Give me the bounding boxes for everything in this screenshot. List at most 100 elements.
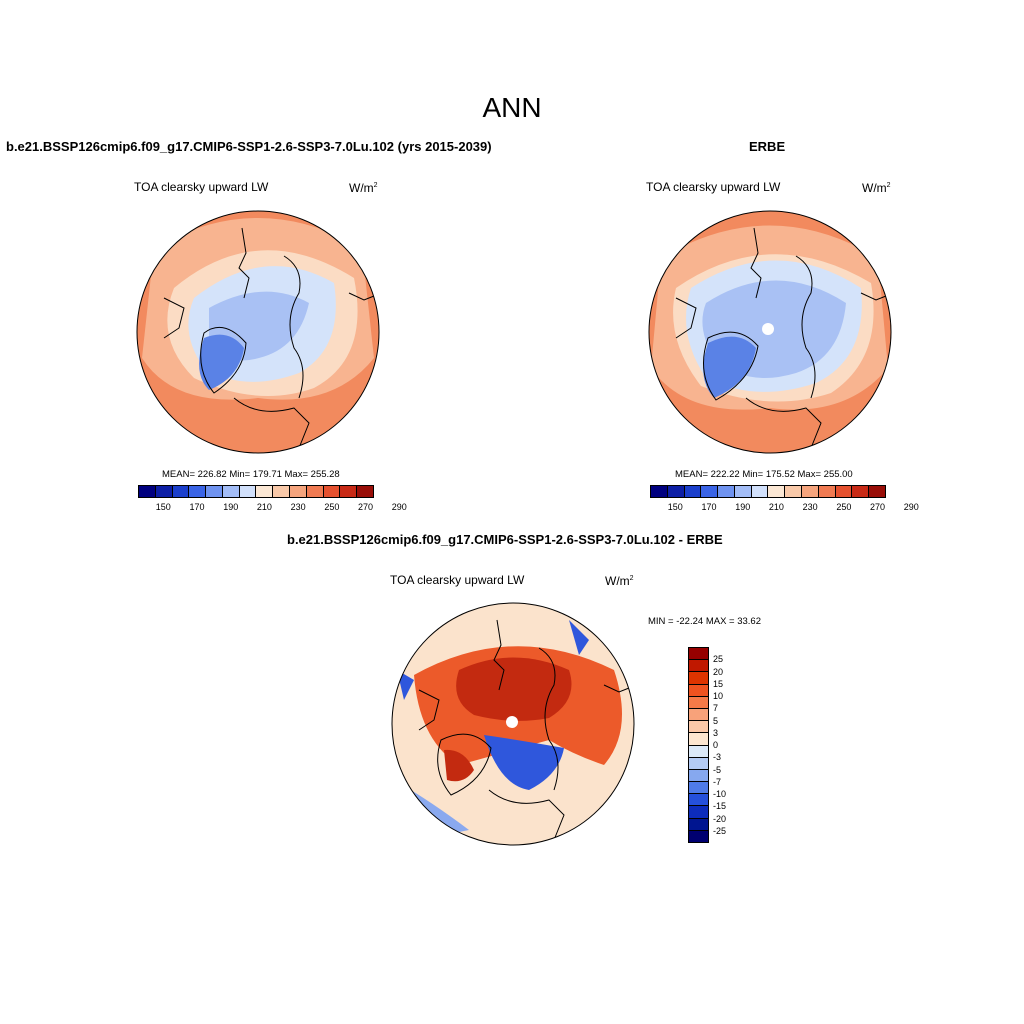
obs-colorbar-swatch: [802, 486, 819, 497]
obs-colorbar-ticks: 150 170 190 210 230 250 270 290: [650, 502, 919, 514]
diff-colorbar-swatch: [689, 733, 708, 746]
diff-colorbar-swatch: [689, 794, 708, 807]
model-colorbar-swatch: [139, 486, 156, 497]
diff-colorbar-swatch: [689, 806, 708, 819]
diff-cool-ne: [569, 620, 589, 655]
obs-colorbar-swatch: [818, 486, 836, 497]
diff-coastline-1: [493, 619, 505, 691]
obs-pole-gap: [762, 323, 774, 335]
obs-colorbar-swatch: [852, 486, 870, 497]
obs-colorbar-swatch: [869, 486, 885, 497]
model-colorbar-swatch: [239, 486, 257, 497]
obs-colorbar-tick: 190: [735, 502, 751, 512]
model-colorbar-swatch: [155, 486, 173, 497]
diff-variable-label: TOA clearsky upward LW: [390, 573, 525, 587]
model-coastline-4: [233, 397, 310, 449]
diff-greenland-warm: [444, 749, 474, 782]
diff-colorbar-tick: -15: [713, 801, 727, 812]
diff-colorbar-swatch: [689, 684, 708, 697]
obs-colorbar-swatch: [701, 486, 719, 497]
model-map-border: [136, 210, 380, 454]
model-coastline-5: [348, 292, 375, 301]
model-colorbar-tick: 290: [391, 502, 407, 512]
diff-colorbar-tick: 15: [713, 678, 724, 689]
obs-colorbar-swatch: [785, 486, 803, 497]
model-colorbar-ticks: 150 170 190 210 230 250 270 290: [138, 502, 407, 514]
model-colorbar-swatch: [290, 486, 307, 497]
obs-greenland-cold: [703, 336, 756, 398]
diff-coastline-5: [603, 684, 630, 693]
obs-colorbar-tick: 270: [870, 502, 886, 512]
diff-colorbar-swatch: [689, 769, 708, 783]
obs-colorbar-tick: 210: [768, 502, 784, 512]
diff-coastline-3: [418, 689, 440, 731]
obs-colorbar-swatch: [684, 486, 702, 497]
diff-colorbar-tick: -5: [713, 764, 722, 775]
diff-colorbar-tick: -20: [713, 813, 727, 824]
obs-coastline-2: [795, 255, 816, 399]
obs-colorbar-swatch: [768, 486, 786, 497]
diff-blue-region: [484, 735, 564, 790]
diff-polar-map: [391, 602, 635, 846]
diff-colorbar-swatch: [689, 648, 708, 661]
diff-colorbar-swatch: [689, 757, 708, 770]
model-colorbar-tick: 250: [324, 502, 340, 512]
diff-colorbar-swatch: [689, 708, 708, 722]
model-coastline-3: [163, 297, 185, 339]
obs-polar-map: [648, 210, 892, 454]
diff-colorbar-swatch: [689, 660, 708, 673]
obs-units-label: W/m2: [862, 181, 891, 195]
diff-coastline-4: [488, 789, 565, 841]
diff-colorbar-swatch: [689, 696, 708, 709]
obs-colorbar-tick: 250: [836, 502, 852, 512]
diff-colorbar: [688, 647, 709, 843]
diff-units-label: W/m2: [605, 574, 634, 588]
obs-colorbar-swatch: [751, 486, 769, 497]
obs-variable-label: TOA clearsky upward LW: [646, 180, 781, 194]
diff-colorbar-swatch: [689, 818, 708, 831]
diff-hot-core: [456, 657, 572, 721]
diff-colorbar-tick: -7: [713, 776, 722, 787]
diff-map-border: [391, 602, 635, 846]
diff-colorbar-swatch: [689, 672, 708, 685]
diff-colorbar-swatch: [689, 830, 708, 842]
obs-coastline-3: [675, 297, 697, 339]
diff-colorbar-tick: 25: [713, 654, 724, 665]
obs-colorbar-swatch: [734, 486, 752, 497]
obs-colorbar-swatch: [718, 486, 735, 497]
diff-colorbar-tick: -10: [713, 789, 727, 799]
model-colorbar-swatch: [206, 486, 223, 497]
obs-coastline-1: [750, 227, 762, 299]
obs-panel-title: ERBE: [749, 139, 786, 154]
diff-colorbar-ticks: 25 20 15 10 7 5 3 0 -3 -5 -7 -10 -15 -20 -25: [713, 647, 753, 843]
model-coastline-1: [238, 227, 250, 299]
obs-coastline-4: [745, 397, 822, 449]
model-colorbar-swatch: [306, 486, 324, 497]
diff-colorbar-tick: 20: [713, 666, 724, 677]
model-greenland-cold: [199, 334, 244, 390]
model-colorbar-swatch: [340, 486, 358, 497]
diff-pole-gap: [506, 716, 518, 728]
model-polar-map: [136, 210, 380, 454]
diff-colorbar-tick: 10: [713, 691, 724, 701]
diff-coastline-2: [538, 647, 559, 791]
model-colorbar-swatch: [256, 486, 274, 497]
diff-colorbar-tick: -3: [713, 752, 722, 763]
diff-colorbar-tick: 0: [713, 740, 719, 750]
diff-minmax: MIN = -22.24 MAX = 33.62: [648, 616, 762, 627]
model-colorbar-swatch: [323, 486, 341, 497]
model-colorbar-swatch: [189, 486, 207, 497]
obs-map-border: [648, 210, 892, 454]
diff-colorbar-swatch: [689, 745, 708, 758]
model-variable-label: TOA clearsky upward LW: [134, 180, 269, 194]
model-greenland-coast: [200, 326, 247, 394]
model-panel-title: b.e21.BSSP126cmip6.f09_g17.CMIP6-SSP1-2.…: [6, 139, 492, 154]
model-colorbar-tick: 230: [290, 502, 306, 512]
diff-colorbar-tick: 7: [713, 703, 719, 714]
obs-colorbar-swatch: [667, 486, 685, 497]
model-units-label: W/m2: [349, 181, 378, 195]
model-colorbar-swatch: [172, 486, 190, 497]
model-colorbar-swatch: [357, 486, 373, 497]
model-colorbar-swatch: [273, 486, 291, 497]
diff-colorbar-swatch: [689, 721, 708, 734]
